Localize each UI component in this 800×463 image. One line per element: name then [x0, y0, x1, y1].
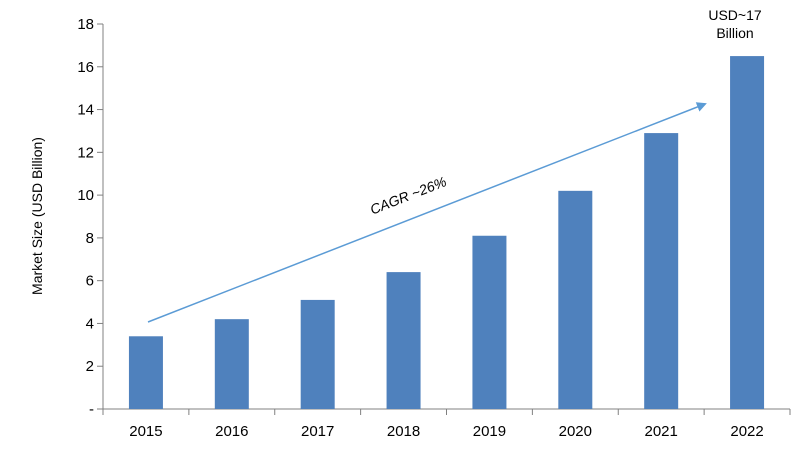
bar-2018 — [386, 272, 421, 409]
bar-2019 — [472, 235, 507, 409]
bar-2022 — [730, 56, 765, 409]
bar-2021 — [644, 133, 679, 410]
y-axis-ticks: - 2 4 6 8 10 12 14 16 18 — [77, 16, 103, 418]
top-bar-annotation-line2: Billion — [716, 25, 753, 41]
bar-2016 — [214, 319, 249, 409]
bar-2015 — [128, 336, 163, 409]
x-tick-label-2016: 2016 — [215, 423, 248, 440]
y-tick-label: - — [89, 401, 94, 418]
x-tick-label-2022: 2022 — [730, 423, 763, 440]
y-tick-label: 10 — [77, 187, 94, 204]
x-axis-labels: 2015 2016 2017 2018 2019 2020 2021 2022 — [102, 409, 791, 440]
bar-2020 — [558, 190, 593, 409]
cagr-trend-arrow — [147, 102, 707, 323]
x-tick-label-2017: 2017 — [301, 423, 334, 440]
x-tick-label-2021: 2021 — [645, 423, 678, 440]
bars-group — [128, 56, 765, 410]
y-tick-label: 16 — [77, 59, 94, 76]
y-tick-label: 2 — [86, 358, 94, 375]
y-tick-label: 18 — [77, 16, 94, 33]
bar-2017 — [300, 299, 335, 409]
x-tick-label-2019: 2019 — [473, 423, 506, 440]
x-tick-label-2020: 2020 — [559, 423, 592, 440]
y-tick-label: 14 — [77, 102, 94, 119]
y-tick-label: 8 — [86, 230, 94, 247]
y-tick-label: 12 — [77, 144, 94, 161]
top-bar-annotation-line1: USD~17 — [708, 7, 762, 23]
y-tick-label: 6 — [86, 273, 94, 290]
cagr-label: CAGR ~26% — [368, 173, 449, 217]
x-tick-label-2015: 2015 — [129, 423, 162, 440]
x-tick-label-2018: 2018 — [387, 423, 420, 440]
y-axis-title: Market Size (USD Billion) — [29, 137, 45, 295]
y-tick-label: 4 — [86, 315, 94, 332]
